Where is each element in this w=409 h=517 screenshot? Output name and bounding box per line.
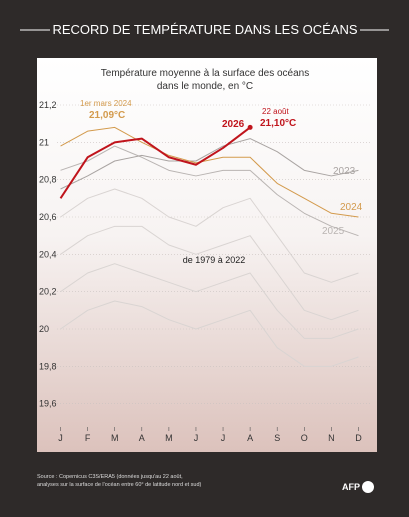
x-tick-label: M [111, 433, 119, 443]
series-label: 2024 [340, 202, 363, 213]
x-tick-label: O [301, 433, 308, 443]
x-tick-label: D [355, 433, 362, 443]
series-line [60, 188, 359, 283]
series-line [60, 126, 359, 218]
series-line [59, 126, 251, 199]
y-tick-label: 20,8 [39, 175, 57, 185]
x-tick-label: N [328, 433, 335, 443]
x-tick-label: M [165, 433, 173, 443]
x-tick-label: J [194, 433, 199, 443]
y-tick-label: 19,6 [39, 399, 57, 409]
annotation: 1er mars 2024 [80, 99, 132, 108]
source: Source : Copernicus C3S/ERA5 (données ju… [37, 474, 183, 480]
y-tick-label: 20,2 [39, 287, 57, 297]
source: analyses sur la surface de l'océan entre… [37, 482, 202, 488]
x-tick-label: S [274, 433, 280, 443]
y-tick-label: 21,2 [39, 100, 57, 110]
logo: AFP [342, 482, 360, 492]
series-line [60, 145, 359, 237]
x-tick-label: A [139, 433, 145, 443]
x-tick-label: J [58, 433, 63, 443]
annotation: 22 août [262, 107, 289, 116]
series-line [60, 300, 359, 367]
series-label: 2025 [322, 226, 345, 237]
x-tick-label: A [247, 433, 253, 443]
logo-mark [362, 481, 374, 493]
plot-panel [37, 58, 377, 452]
y-tick-label: 20 [39, 324, 49, 334]
subtitle: Température moyenne à la surface des océ… [101, 68, 309, 79]
y-tick-label: 21 [39, 137, 49, 147]
annotation: 21,09°C [89, 110, 125, 121]
plot: 21,2 21 20,8 20,6 20,4 20,2 20 19,8 19,6 J F M A M J J A… [39, 100, 372, 443]
y-tick-label: 20,4 [39, 249, 57, 259]
series-line [60, 225, 359, 321]
annotation: 21,10°C [260, 118, 296, 129]
x-tick-label: F [85, 433, 91, 443]
x-tick-label: J [221, 433, 226, 443]
chart-title: RECORD DE TEMPÉRATURE DANS LES OCÉANS [52, 22, 357, 37]
y-tick-label: 20,6 [39, 212, 57, 222]
y-tick-label: 19,8 [39, 361, 57, 371]
series-label: 2026 [222, 119, 245, 130]
series-line [60, 263, 359, 339]
series-line [60, 138, 359, 190]
end-point [247, 124, 253, 130]
annotation: de 1979 à 2022 [183, 255, 246, 265]
subtitle: dans le monde, en °C [157, 81, 253, 92]
series-label: 2023 [333, 166, 356, 177]
